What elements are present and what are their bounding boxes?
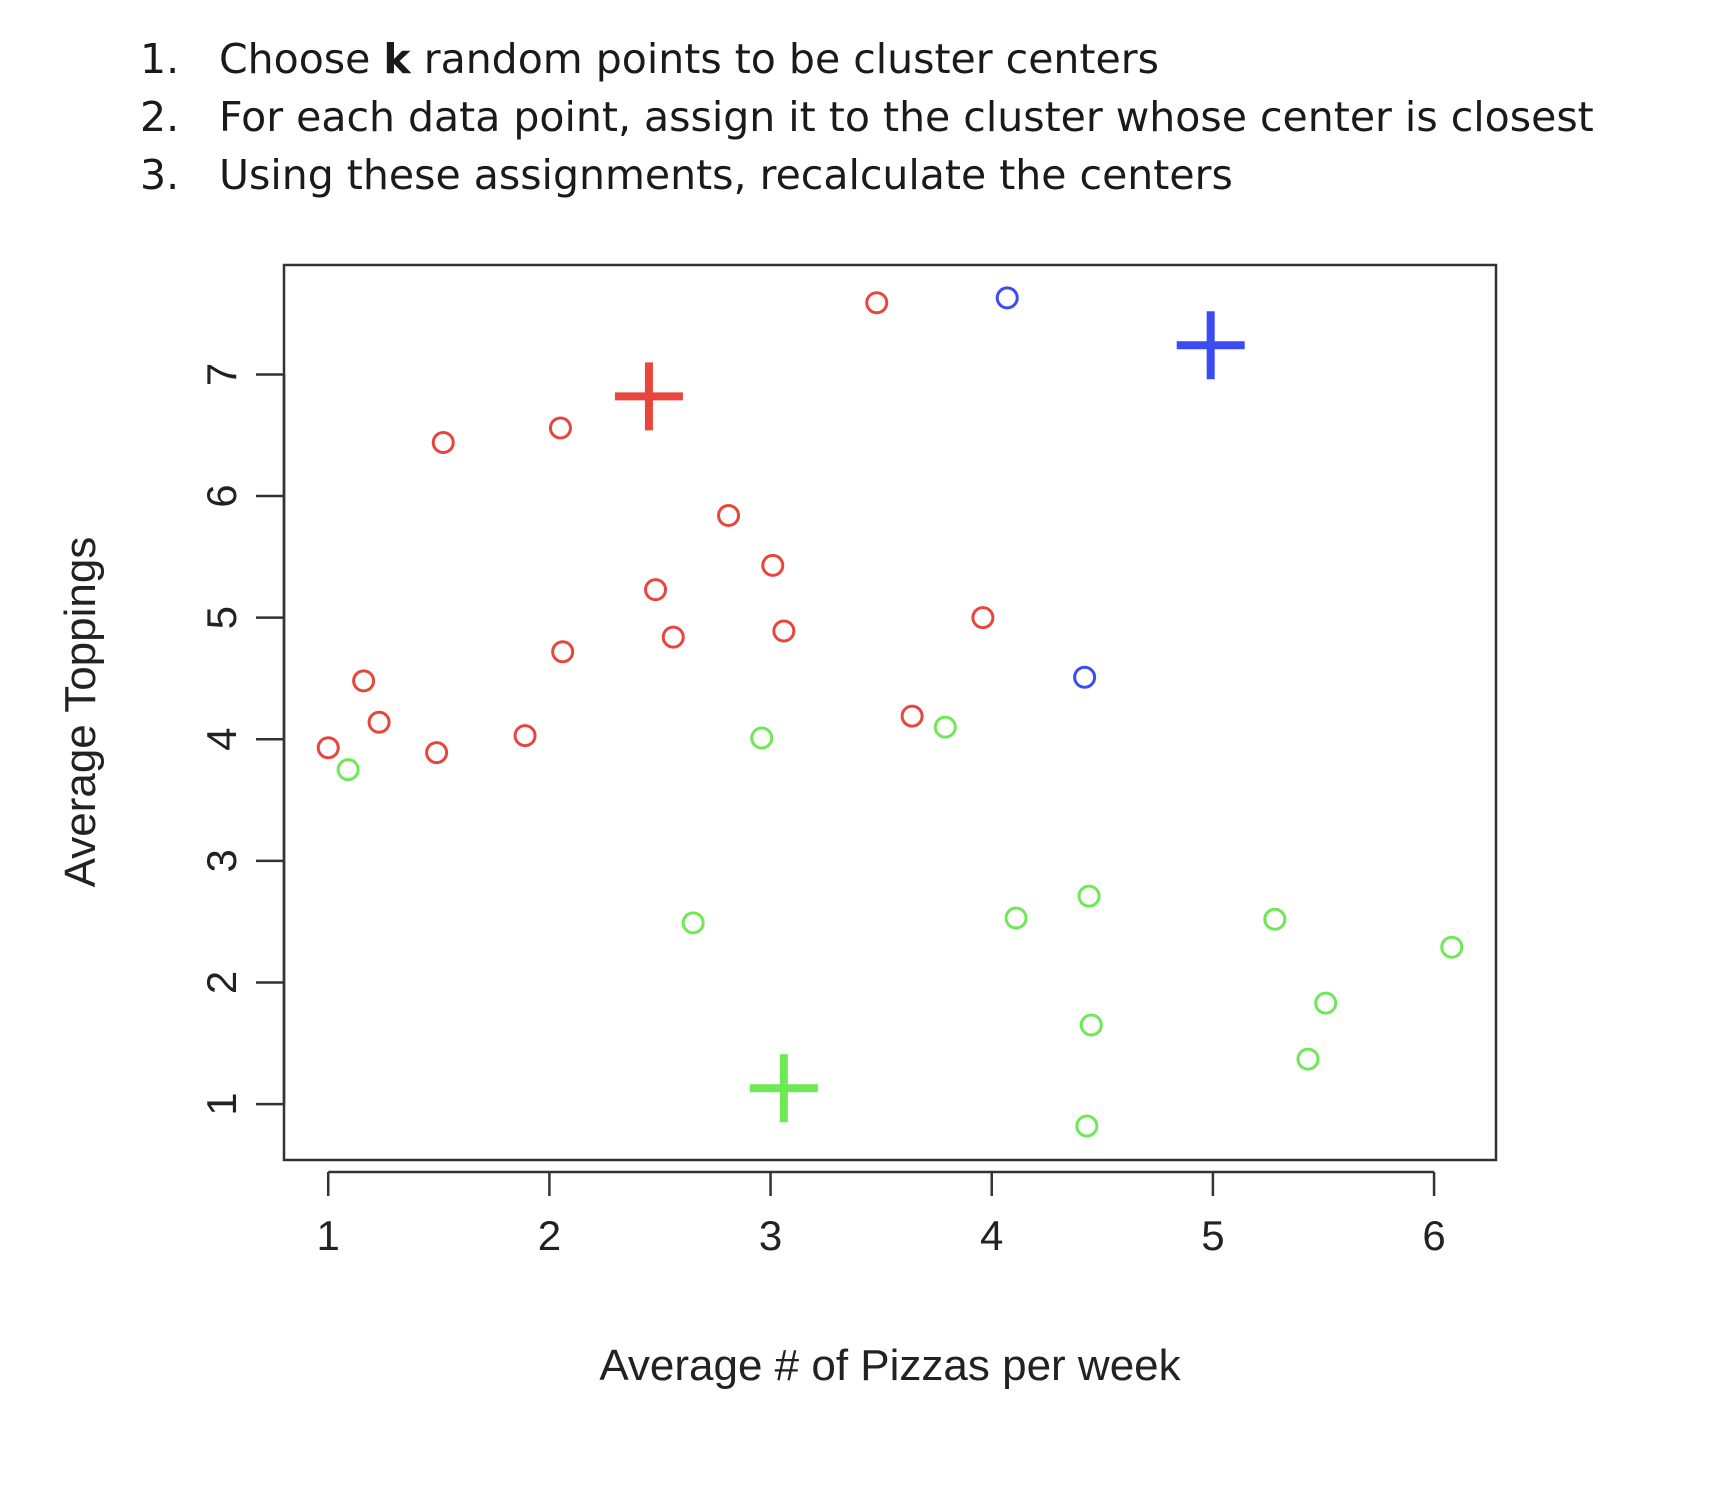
y-tick-label: 7 bbox=[198, 363, 245, 386]
data-point bbox=[431, 431, 455, 455]
step-item: 3. Using these assignments, recalculate t… bbox=[140, 146, 1594, 204]
axes: 1 2 3 4 5 6 1 2 3 4 5 6 7 bbox=[198, 363, 1446, 1259]
data-point bbox=[1075, 1114, 1099, 1138]
data-point bbox=[1263, 907, 1287, 931]
data-point bbox=[352, 669, 376, 693]
step-text: Using these assignments, recalculate the… bbox=[219, 146, 1233, 204]
data-point bbox=[900, 704, 924, 728]
step-item: 1. Choose k random points to be cluster c… bbox=[140, 30, 1594, 88]
plot-frame bbox=[282, 263, 1498, 1162]
data-point bbox=[644, 578, 668, 602]
x-tick-label: 4 bbox=[980, 1212, 1003, 1259]
data-point bbox=[551, 640, 575, 664]
step-text: For each data point, assign it to the cl… bbox=[219, 88, 1594, 146]
step-number: 2. bbox=[140, 93, 180, 141]
step-text: Choose k random points to be cluster cen… bbox=[219, 30, 1159, 88]
x-tick-label: 3 bbox=[759, 1212, 782, 1259]
x-tick-label: 1 bbox=[317, 1212, 340, 1259]
data-point bbox=[367, 710, 391, 734]
data-point bbox=[772, 619, 796, 643]
data-point bbox=[995, 286, 1019, 310]
step-number: 3. bbox=[140, 151, 180, 199]
step-number: 1. bbox=[140, 35, 180, 83]
y-tick-label: 4 bbox=[198, 728, 245, 751]
step-text-part: For each data point, assign it to the cl… bbox=[219, 93, 1594, 141]
x-tick-label: 5 bbox=[1201, 1212, 1224, 1259]
data-point bbox=[761, 553, 785, 577]
y-tick-label: 1 bbox=[198, 1092, 245, 1115]
data-point bbox=[1440, 935, 1464, 959]
step-text-part: Choose bbox=[219, 35, 384, 83]
step-item: 2. For each data point, assign it to the … bbox=[140, 88, 1594, 146]
data-point bbox=[1004, 906, 1028, 930]
data-point bbox=[933, 715, 957, 739]
x-axis-label: Average # of Pizzas per week bbox=[599, 1341, 1181, 1390]
data-point bbox=[336, 758, 360, 782]
data-points bbox=[316, 286, 1464, 1138]
data-point bbox=[513, 724, 537, 748]
data-point bbox=[971, 606, 995, 630]
data-point bbox=[681, 911, 705, 935]
data-point bbox=[1073, 665, 1097, 689]
data-point bbox=[1077, 884, 1101, 908]
step-text-part: random points to be cluster centers bbox=[410, 35, 1159, 83]
data-point bbox=[1314, 991, 1338, 1015]
data-point bbox=[750, 726, 774, 750]
data-point bbox=[1079, 1013, 1103, 1037]
data-point bbox=[316, 736, 340, 760]
step-text-bold: k bbox=[383, 35, 411, 83]
y-tick-label: 3 bbox=[198, 849, 245, 872]
y-tick-label: 6 bbox=[198, 484, 245, 507]
data-point bbox=[717, 504, 741, 528]
data-point bbox=[661, 625, 685, 649]
data-point bbox=[548, 416, 572, 440]
algorithm-steps: 1. Choose k random points to be cluster c… bbox=[140, 30, 1594, 204]
x-tick-label: 6 bbox=[1422, 1212, 1445, 1259]
step-text-part: Using these assignments, recalculate the… bbox=[219, 151, 1233, 199]
cluster-centers bbox=[614, 311, 1245, 1123]
data-point bbox=[865, 291, 889, 315]
x-tick-label: 2 bbox=[538, 1212, 561, 1259]
data-point bbox=[425, 741, 449, 765]
y-tick-label: 5 bbox=[198, 606, 245, 629]
y-tick-label: 2 bbox=[198, 971, 245, 994]
data-point bbox=[1296, 1047, 1320, 1071]
y-axis-label: Average Toppings bbox=[56, 537, 105, 888]
